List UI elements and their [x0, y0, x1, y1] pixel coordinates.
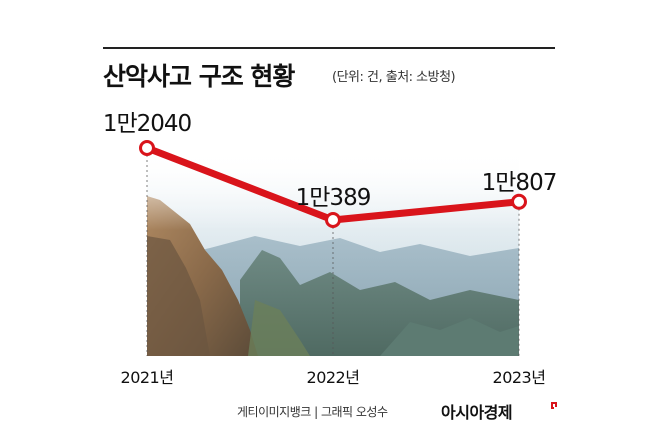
brand-mark-icon — [551, 402, 557, 409]
data-markers — [139, 140, 527, 228]
brand-logo: 아시아경제 — [441, 403, 513, 422]
chart-title: 산악사고 구조 현황 — [103, 62, 295, 91]
guide-lines — [146, 155, 520, 356]
chart-subtitle: (단위: 건, 출처: 소방청) — [332, 70, 456, 85]
data-point-2 — [325, 212, 341, 228]
data-labels: 1만2040 1만389 1만807 — [103, 111, 558, 211]
data-point-1 — [139, 140, 155, 156]
data-label-1: 1만2040 — [103, 111, 192, 137]
title-rule — [103, 47, 555, 49]
photo-credit: 게티이미지뱅크 | 그래픽 오성수 — [237, 405, 388, 419]
data-label-3: 1만807 — [482, 170, 557, 196]
data-label-2: 1만389 — [296, 185, 371, 211]
x-tick-label-1: 2021년 — [121, 368, 174, 387]
background-photo — [147, 150, 519, 356]
data-point-3 — [511, 193, 527, 210]
x-tick-label-2: 2022년 — [307, 368, 360, 387]
x-axis-tick-labels: 2021년 2022년 2023년 — [121, 368, 546, 387]
x-tick-label-3: 2023년 — [493, 368, 546, 387]
